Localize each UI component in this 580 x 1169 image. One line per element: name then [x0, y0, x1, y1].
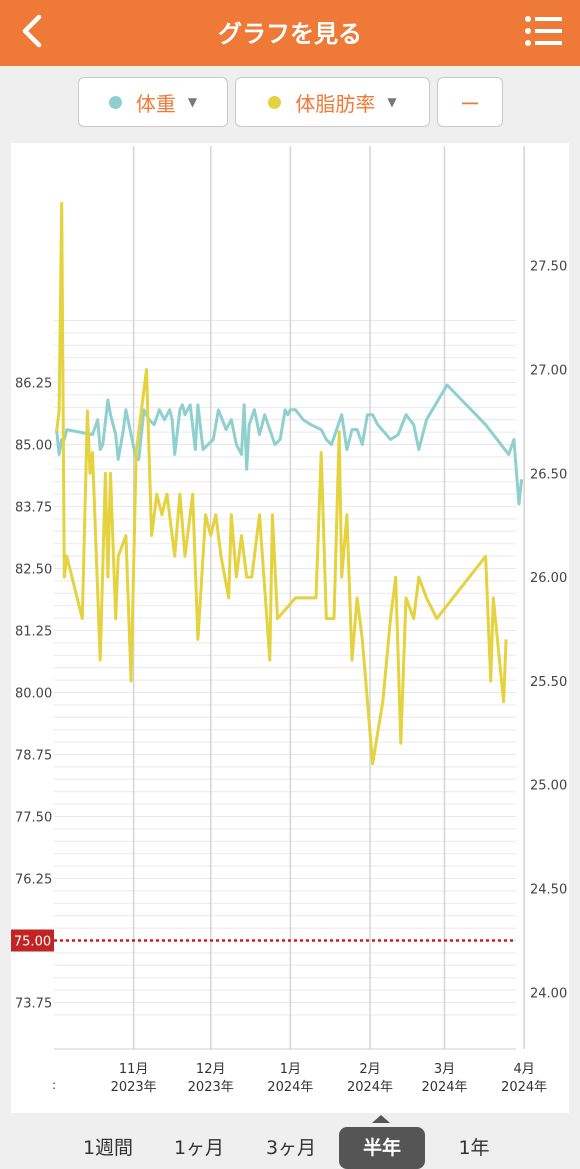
dropdown-triangle-icon: ▼ — [187, 95, 198, 109]
list-menu-icon[interactable] — [524, 14, 564, 48]
series-line-weight — [55, 383, 524, 506]
right-axis-tick-4: 25.50 — [530, 675, 567, 690]
tab-halfyear[interactable]: 半年 — [339, 1127, 425, 1169]
dropdown-triangle-icon: ▼ — [387, 95, 397, 109]
left-axis-tick-5: 80.00 — [15, 687, 52, 702]
left-axis-tick-1: 85.00 — [15, 439, 52, 454]
x-tick-month-0: 11月 — [119, 1062, 149, 1077]
x-tick-month-1: 12月 — [196, 1062, 226, 1077]
tab-1month[interactable]: 1ヶ月 — [173, 1137, 225, 1159]
x-tick-year-3: 2024年 — [347, 1080, 393, 1095]
tab-3months[interactable]: 3ヶ月 — [265, 1137, 317, 1159]
target-line-badge — [11, 929, 54, 952]
left-axis-tick-6: 78.75 — [15, 749, 52, 764]
period-tabs: 1週間 1ヶ月 3ヶ月 半年 1年 — [0, 1115, 580, 1169]
right-axis-tick-2: 26.50 — [530, 467, 567, 482]
x-tick-month-5: 4月 — [513, 1062, 534, 1077]
series1-color-dot — [108, 95, 122, 109]
tab-1year[interactable]: 1年 — [458, 1137, 490, 1159]
right-axis-tick-7: 24.00 — [530, 986, 567, 1001]
series2-color-dot — [268, 95, 282, 109]
series1-label: 体重 — [135, 91, 176, 116]
right-axis-tick-0: 27.50 — [530, 260, 567, 275]
left-axis-tick-2: 83.75 — [15, 501, 52, 516]
left-axis-tick-0: 86.25 — [15, 377, 52, 392]
x-tick-year-0: 2023年 — [111, 1080, 157, 1095]
x-tick-year-1: 2023年 — [188, 1080, 234, 1095]
x-tick-fragment: : — [52, 1078, 56, 1092]
target-line-label: 75.00 — [14, 935, 51, 950]
series3-selector[interactable]: ー — [437, 77, 503, 127]
app-header: グラフを見る — [0, 0, 580, 66]
right-axis-tick-3: 26.00 — [530, 571, 567, 586]
active-tab-pointer — [372, 1115, 390, 1123]
series3-label: ー — [460, 91, 480, 116]
series2-selector[interactable]: 体脂肪率 ▼ — [235, 77, 430, 127]
left-axis-tick-3: 82.50 — [15, 563, 52, 578]
right-axis-tick-6: 24.50 — [530, 883, 567, 898]
left-axis-tick-4: 81.25 — [15, 625, 52, 640]
x-tick-year-5: 2024年 — [501, 1080, 547, 1095]
left-axis-tick-8: 76.25 — [15, 873, 52, 888]
x-tick-month-3: 2月 — [359, 1062, 380, 1077]
page-title: グラフを見る — [218, 20, 362, 48]
x-tick-year-4: 2024年 — [421, 1080, 467, 1095]
right-axis-tick-1: 27.00 — [530, 364, 567, 379]
x-tick-month-2: 1月 — [280, 1062, 301, 1077]
series2-label: 体脂肪率 — [295, 91, 376, 116]
left-axis-tick-7: 77.50 — [15, 811, 52, 826]
x-tick-year-2: 2024年 — [267, 1080, 313, 1095]
chart-card: 86.25 85.00 83.75 82.50 81.25 80.00 78.75 77.50… — [11, 143, 569, 1113]
left-axis-tick-10: 73.75 — [15, 997, 52, 1012]
series1-selector[interactable]: 体重 ▼ — [78, 77, 228, 127]
series-line-body-fat — [55, 201, 508, 766]
tab-1week[interactable]: 1週間 — [82, 1137, 134, 1159]
right-axis-tick-5: 25.00 — [530, 779, 567, 794]
chevron-left-icon[interactable] — [14, 11, 54, 51]
chart: 86.25 85.00 83.75 82.50 81.25 80.00 78.75 77.50… — [11, 146, 567, 1095]
x-tick-month-4: 3月 — [434, 1062, 455, 1077]
